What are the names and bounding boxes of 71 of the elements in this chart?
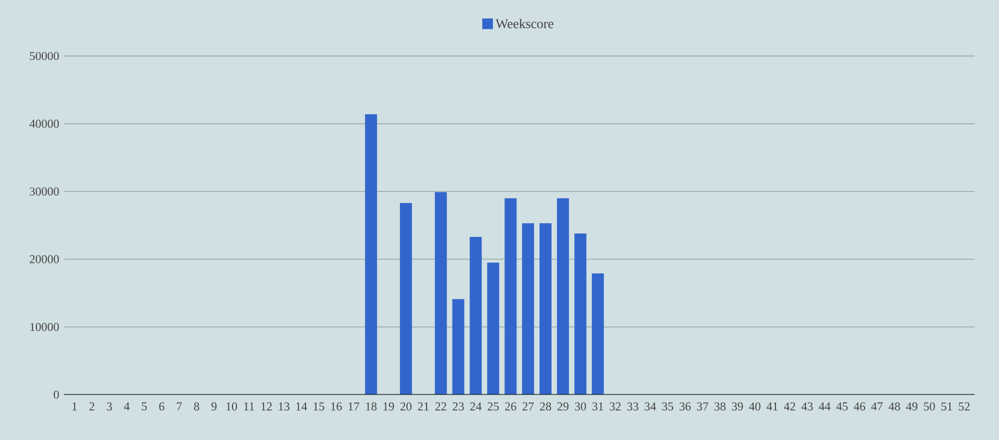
x-tick-label: 17 — [348, 402, 360, 410]
bar — [522, 223, 534, 395]
bar — [470, 236, 482, 395]
x-tick-label: 20 — [400, 402, 412, 411]
x-tick-label: 14 — [296, 402, 308, 410]
x-tick-label: 4 — [124, 402, 130, 410]
x-tick-label: 12 — [261, 402, 272, 410]
x-tick-label: 47 — [871, 402, 883, 410]
x-tick-label: 21 — [418, 402, 429, 410]
x-tick-label: 30 — [574, 402, 586, 411]
bar — [400, 202, 412, 395]
y-tick-label: 50000 — [30, 52, 59, 60]
x-tick-label: 2 — [89, 402, 94, 410]
x-tick-label: 41 — [766, 402, 778, 410]
bar — [540, 223, 552, 395]
y-tick-label: 40000 — [30, 120, 59, 128]
x-tick-label: 3 — [106, 402, 112, 410]
x-tick-label: 24 — [470, 402, 482, 410]
x-tick-label: 23 — [452, 402, 464, 410]
x-tick-label: 38 — [714, 402, 726, 411]
y-tick-label: 20000 — [30, 255, 59, 264]
legend-label: Weekscore — [496, 18, 554, 28]
x-tick-label: 49 — [906, 402, 918, 410]
x-tick-label: 45 — [836, 402, 848, 410]
x-tick-label: 52 — [958, 402, 970, 410]
x-tick-label: 40 — [749, 402, 760, 411]
x-tick-label: 43 — [801, 402, 813, 410]
x-tick-label: 50 — [924, 402, 935, 411]
x-tick-label: 32 — [610, 402, 621, 410]
bar — [434, 192, 447, 395]
x-tick-label: 5 — [142, 402, 147, 410]
x-tick-label: 29 — [557, 402, 568, 410]
x-tick-label: 15 — [314, 402, 324, 410]
x-tick-label: 37 — [697, 402, 708, 410]
x-tick-label: 27 — [522, 402, 534, 410]
x-tick-label: 8 — [194, 402, 200, 411]
x-tick-label: 33 — [627, 402, 638, 410]
x-tick-label: 7 — [176, 402, 182, 410]
x-tick-label: 42 — [784, 402, 796, 410]
x-tick-label: 1 — [72, 402, 77, 410]
x-tick-label: 31 — [592, 402, 604, 410]
x-tick-label: 13 — [278, 402, 290, 410]
x-tick-label: 11 — [244, 402, 254, 410]
x-tick-label: 6 — [159, 402, 164, 410]
bar — [592, 273, 604, 395]
x-tick-label: 28 — [540, 402, 552, 411]
bar — [365, 114, 378, 395]
y-tick-label: 0 — [54, 390, 59, 399]
x-tick-label: 48 — [888, 402, 900, 411]
x-tick-label: 9 — [211, 402, 217, 410]
x-tick-label: 25 — [488, 402, 499, 410]
x-tick-label: 39 — [732, 402, 743, 410]
bar — [487, 262, 500, 395]
x-tick-label: 10 — [226, 402, 238, 411]
x-tick-label: 51 — [941, 402, 952, 410]
y-tick-label: 10000 — [30, 322, 59, 331]
x-tick-label: 46 — [854, 402, 866, 410]
y-tick-label: 30000 — [30, 187, 59, 196]
x-tick-label: 19 — [384, 402, 394, 410]
x-tick-label: 22 — [435, 402, 446, 410]
x-tick-label: 26 — [505, 402, 516, 410]
bar — [504, 198, 517, 395]
x-tick-label: 36 — [680, 402, 691, 410]
x-tick-label: 16 — [331, 402, 342, 410]
x-tick-label: 35 — [662, 402, 674, 410]
bar — [556, 198, 569, 395]
x-tick-label: 34 — [644, 402, 656, 410]
bar — [574, 233, 586, 395]
x-tick-label: 44 — [818, 402, 830, 410]
bar — [452, 299, 464, 395]
x-tick-label: 18 — [366, 402, 377, 411]
